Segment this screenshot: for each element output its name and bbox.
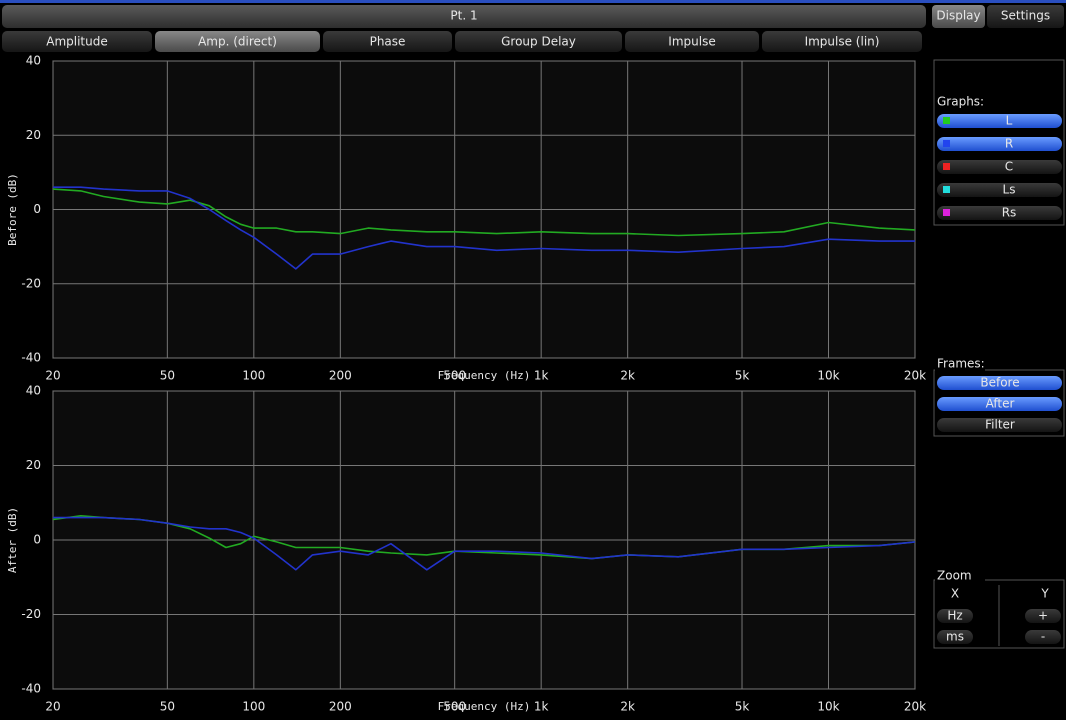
x-tick-label: 5k xyxy=(735,369,750,383)
frame-label: Filter xyxy=(985,418,1015,432)
graph-color xyxy=(943,163,950,170)
tab-label: Phase xyxy=(370,35,406,49)
zoom-button-label: Hz xyxy=(947,609,962,623)
x-tick-label: 500 xyxy=(443,700,466,714)
y-tick-label: 20 xyxy=(26,128,41,142)
frame-toggle[interactable] xyxy=(937,397,1062,411)
group-title: Zoom xyxy=(937,569,972,583)
y-tick-label: 0 xyxy=(33,202,41,216)
zoom-button-label: - xyxy=(1041,630,1045,644)
tab-label: Impulse (lin) xyxy=(805,35,880,49)
zoom-button[interactable] xyxy=(1025,609,1061,623)
side-tab-label: Settings xyxy=(1001,9,1050,23)
tab[interactable] xyxy=(323,31,452,52)
group-title-bg xyxy=(935,357,985,371)
y-tick-label: -20 xyxy=(21,607,41,621)
header-bar xyxy=(2,5,926,28)
tab[interactable] xyxy=(455,31,622,52)
y-axis-title: After (dB) xyxy=(6,507,19,573)
x-tick-label: 10k xyxy=(817,700,839,714)
side-tab[interactable] xyxy=(932,5,985,28)
x-tick-label: 2k xyxy=(620,369,635,383)
graphs-group xyxy=(933,59,1065,226)
graph-color xyxy=(943,117,950,124)
graph-toggle[interactable] xyxy=(937,160,1062,174)
zoom-button[interactable] xyxy=(1025,630,1061,644)
tab-label: Amplitude xyxy=(46,35,108,49)
y-tick-label: 40 xyxy=(26,384,41,398)
group-title-bg xyxy=(935,569,985,583)
x-axis-title: Frequency (Hz) xyxy=(438,369,531,382)
header-title: Pt. 1 xyxy=(450,9,477,23)
frame-label: Before xyxy=(980,376,1019,390)
side-tab-label: Display xyxy=(936,9,980,23)
zoom-x-label: X xyxy=(951,587,959,601)
frame-toggle[interactable] xyxy=(937,376,1062,390)
y-tick-label: 20 xyxy=(26,458,41,472)
graph-label: L xyxy=(1006,114,1013,128)
x-tick-label: 20k xyxy=(904,700,926,714)
tab[interactable] xyxy=(2,31,152,52)
tab[interactable] xyxy=(155,31,320,52)
x-tick-label: 1k xyxy=(534,700,549,714)
x-axis-title: Frequency (Hz) xyxy=(438,700,531,713)
x-tick-label: 200 xyxy=(329,700,352,714)
graph-label: Rs xyxy=(1002,206,1017,220)
graph-color xyxy=(943,209,950,216)
graph-label: C xyxy=(1005,160,1013,174)
tab-label: Amp. (direct) xyxy=(198,35,277,49)
frame-label: After xyxy=(986,397,1015,411)
graph-toggle[interactable] xyxy=(937,206,1062,220)
graph-toggle[interactable] xyxy=(937,137,1062,151)
graph-color xyxy=(943,186,950,193)
x-tick-label: 5k xyxy=(735,700,750,714)
tab-label: Group Delay xyxy=(501,35,576,49)
x-tick-label: 1k xyxy=(534,369,549,383)
graph-label: Ls xyxy=(1003,183,1016,197)
zoom-y-label: Y xyxy=(1040,587,1049,601)
zoom-group xyxy=(933,579,1065,649)
y-tick-label: 40 xyxy=(26,54,41,68)
x-tick-label: 20k xyxy=(904,369,926,383)
x-tick-label: 10k xyxy=(817,369,839,383)
x-tick-label: 20 xyxy=(45,369,60,383)
x-tick-label: 50 xyxy=(160,369,175,383)
tab-label: Impulse xyxy=(668,35,715,49)
zoom-button-label: ms xyxy=(946,630,964,644)
group-title: Graphs: xyxy=(937,95,984,109)
group-title: Frames: xyxy=(937,357,985,371)
series-line xyxy=(53,186,915,270)
zoom-button[interactable] xyxy=(937,630,973,644)
graph-toggle[interactable] xyxy=(937,183,1062,197)
x-tick-label: 100 xyxy=(242,369,265,383)
x-tick-label: 50 xyxy=(160,700,175,714)
graph-toggle[interactable] xyxy=(937,114,1062,128)
x-tick-label: 100 xyxy=(242,700,265,714)
x-tick-label: 500 xyxy=(443,369,466,383)
series-line xyxy=(52,188,916,237)
x-tick-label: 2k xyxy=(620,700,635,714)
y-tick-label: -20 xyxy=(21,276,41,290)
tab[interactable] xyxy=(625,31,759,52)
frames-group xyxy=(933,369,1065,437)
series-line xyxy=(53,516,916,571)
frame-toggle[interactable] xyxy=(937,418,1062,432)
y-axis-title: Before (dB) xyxy=(6,173,19,246)
y-tick-label: 0 xyxy=(33,533,41,547)
graph-label: R xyxy=(1005,137,1013,151)
graph-color xyxy=(943,140,950,147)
top-border xyxy=(0,0,1066,3)
side-tab[interactable] xyxy=(987,5,1064,28)
x-tick-label: 200 xyxy=(329,369,352,383)
tab[interactable] xyxy=(762,31,922,52)
y-tick-label: -40 xyxy=(21,351,41,365)
y-tick-label: -40 xyxy=(21,682,41,696)
group-title-bg xyxy=(935,95,985,109)
zoom-button[interactable] xyxy=(937,609,973,623)
zoom-button-label: + xyxy=(1038,609,1048,623)
x-tick-label: 20 xyxy=(45,700,60,714)
